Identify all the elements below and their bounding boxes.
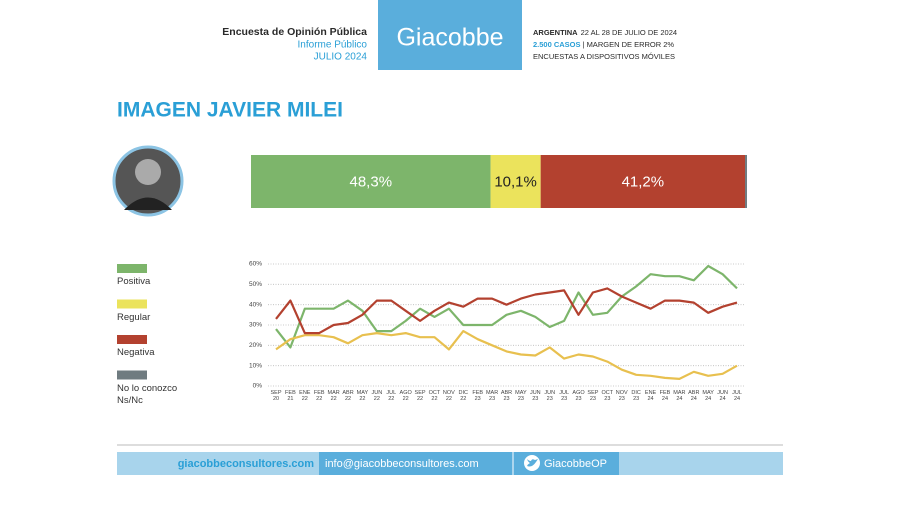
brand: Giacobbe [396, 24, 503, 52]
portrait-body [124, 197, 172, 210]
y-tick-label: 30% [249, 322, 262, 329]
x-tick-label: SEP 20 [270, 390, 282, 402]
x-tick-label: DIC 22 [458, 390, 469, 402]
x-tick-label: ABR 22 [342, 390, 354, 402]
x-tick-label: MAR 23 [485, 390, 499, 402]
bar-segment [540, 155, 746, 208]
x-tick-label: MAY 24 [702, 390, 714, 402]
x-tick-label: JUN 22 [371, 390, 383, 402]
period: 22 AL 28 DE JULIO DE 2024 [581, 28, 677, 37]
footer-twitter: GiacobbeOP [544, 458, 607, 470]
x-tick-label: AGO 23 [572, 390, 585, 402]
x-tick-label: FEB 23 [472, 390, 484, 402]
x-tick-label: JUL 23 [559, 390, 570, 402]
x-tick-label: ABR 23 [500, 390, 513, 402]
x-tick-label: OCT 22 [428, 390, 441, 402]
x-tick-label: NOV 22 [442, 390, 455, 402]
y-tick-label: 50% [249, 281, 262, 288]
x-tick-label: JUN 23 [544, 390, 556, 402]
x-tick-label: SEP 22 [414, 390, 426, 402]
x-tick-label: ENE 24 [644, 390, 657, 402]
x-tick-label: JUL 22 [386, 390, 397, 402]
y-tick-label: 40% [249, 301, 262, 308]
x-tick-label: ENE 22 [299, 390, 311, 402]
x-tick-label: OCT 23 [601, 390, 614, 402]
x-tick-label: JUN 24 [717, 390, 728, 402]
title: IMAGEN JAVIER MILEI [117, 99, 343, 122]
x-tick-label: JUN 23 [529, 390, 541, 402]
country: ARGENTINA [533, 28, 578, 37]
x-tick-label: MAY 22 [356, 390, 369, 402]
margin: | MARGEN DE ERROR 2% [583, 40, 675, 49]
bar-segment [490, 155, 541, 208]
legend-label: No lo conozco Ns/Nc [117, 382, 178, 406]
legend-swatch [117, 264, 147, 273]
bar-label: 48,3% [350, 173, 393, 190]
y-tick-label: 20% [249, 342, 262, 349]
x-tick-label: MAY 23 [515, 390, 527, 402]
line-series [275, 264, 738, 349]
y-tick-label: 10% [249, 362, 262, 369]
x-tick-label: MAR 22 [327, 390, 340, 402]
line-series [275, 330, 738, 380]
bar-label: 41,2% [622, 173, 665, 190]
x-tick-label: SEP 23 [587, 390, 599, 402]
portrait-face [135, 159, 161, 185]
x-tick-label: JUL 24 [732, 390, 742, 402]
legend-label: Regular [117, 311, 151, 323]
cases: 2.500 CASOS [533, 40, 581, 49]
footer-email: info@giacobbeconsultores.com [325, 458, 479, 470]
footer-dark [319, 452, 619, 475]
method: ENCUESTAS A DISPOSITIVOS MÓVILES [533, 52, 675, 61]
date: JULIO 2024 [314, 52, 368, 63]
footer-web: giacobbeconsultores.com [178, 458, 315, 470]
y-tick-label: 60% [249, 261, 262, 268]
country-line: ARGENTINA 22 AL 28 DE JULIO DE 2024 [533, 28, 677, 37]
bar-segment [251, 155, 491, 208]
x-tick-label: MAR 24 [673, 390, 686, 402]
bar-segment [745, 155, 747, 208]
twitter-bird [527, 459, 538, 467]
x-tick-label: FEB 24 [659, 390, 671, 402]
legend-label: Negativa [117, 347, 155, 358]
bar-label: 10,1% [494, 173, 537, 190]
x-tick-label: FEB 21 [285, 390, 296, 402]
report: Informe Público [298, 40, 368, 51]
y-tick-label: 0% [253, 383, 263, 390]
legend-swatch [117, 299, 147, 309]
line-series [275, 287, 738, 335]
survey: Encuesta de Opinión Pública [222, 26, 367, 38]
x-tick-label: ABR 24 [688, 390, 700, 402]
legend-label: Positiva [117, 276, 151, 287]
legend-swatch [117, 370, 147, 380]
x-tick-label: FEB 22 [313, 390, 325, 402]
legend-swatch [117, 335, 147, 344]
x-tick-label: DIC 23 [631, 390, 641, 402]
x-tick-label: AGO 22 [399, 390, 412, 402]
brand-box [378, 0, 522, 70]
cases-line: 2.500 CASOS | MARGEN DE ERROR 2% [533, 40, 674, 49]
x-tick-label: NOV 23 [615, 390, 628, 402]
